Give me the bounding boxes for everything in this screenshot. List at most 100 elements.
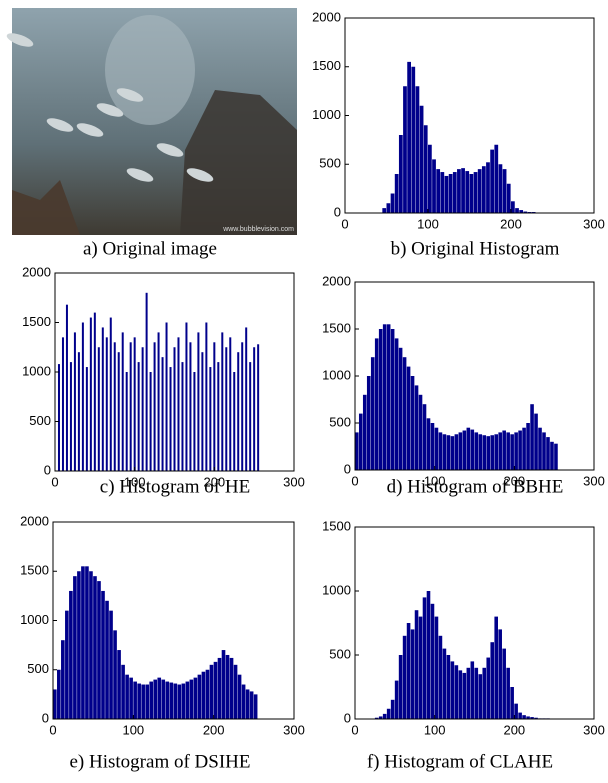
bar [486, 658, 490, 719]
bar [550, 442, 554, 470]
bar [233, 372, 235, 471]
bar [89, 571, 93, 719]
bar [379, 329, 383, 470]
bar [181, 362, 183, 471]
bar [94, 313, 96, 471]
bar [53, 689, 57, 719]
bar [455, 665, 459, 719]
bar [407, 62, 411, 213]
bar [530, 404, 534, 470]
bar [498, 432, 502, 470]
bar [246, 689, 250, 719]
bar [439, 636, 443, 719]
x-tick-label: 200 [203, 722, 225, 737]
bar [205, 323, 207, 472]
bar [546, 437, 550, 470]
x-tick-label: 300 [583, 216, 605, 231]
bar [439, 432, 443, 470]
bar [201, 352, 203, 471]
x-tick-label: 200 [503, 473, 525, 488]
bar [435, 428, 439, 470]
bar [57, 670, 61, 719]
bar [213, 342, 215, 471]
bar [478, 674, 482, 719]
bar [206, 670, 210, 719]
bar [419, 395, 423, 470]
bar [230, 658, 234, 719]
bar [157, 678, 161, 719]
bar [461, 168, 465, 213]
bar [395, 338, 399, 470]
bar [125, 675, 129, 719]
bar [70, 362, 72, 471]
bar [407, 367, 411, 470]
bar [375, 338, 379, 470]
bar [415, 610, 419, 719]
bar [490, 150, 494, 213]
bar [455, 434, 459, 470]
bar [61, 640, 65, 719]
bar [391, 194, 395, 214]
bar [382, 208, 386, 213]
bar [387, 324, 391, 470]
bar [399, 135, 403, 213]
bar [190, 680, 194, 719]
bar [507, 184, 511, 213]
bar [471, 430, 475, 470]
bar [249, 362, 251, 471]
bar [250, 691, 254, 719]
bar [126, 372, 128, 471]
bar [210, 665, 214, 719]
bar [490, 642, 494, 719]
bar [443, 434, 447, 470]
bar [506, 668, 510, 719]
bar [117, 650, 121, 719]
bar [97, 581, 101, 719]
bar [218, 658, 222, 719]
y-tick-label: 500 [27, 661, 49, 676]
bar [518, 431, 522, 470]
bar [490, 435, 494, 470]
bar [74, 332, 76, 471]
bar [416, 86, 420, 213]
y-tick-label: 500 [29, 413, 51, 428]
bar [478, 169, 482, 213]
bar [202, 672, 206, 719]
bar [467, 428, 471, 470]
bar [106, 337, 108, 471]
bar [411, 67, 415, 213]
bar [153, 680, 157, 719]
bar [518, 713, 522, 719]
bar [499, 164, 503, 213]
y-tick-label: 1500 [312, 58, 341, 73]
bar [77, 571, 81, 719]
caption: a) Original image [83, 238, 217, 259]
bar [105, 601, 109, 719]
y-tick-label: 500 [329, 646, 351, 661]
bar [221, 332, 223, 471]
caption: c) Histogram of HE [100, 476, 250, 497]
bar [482, 668, 486, 719]
bar [193, 372, 195, 471]
bar [367, 376, 371, 470]
bar [237, 352, 239, 471]
bar [78, 352, 80, 471]
y-tick-label: 500 [319, 156, 341, 171]
bar [169, 683, 173, 719]
bar [109, 611, 113, 719]
bar [90, 318, 92, 471]
bar [129, 678, 133, 719]
bar [399, 655, 403, 719]
bar [138, 362, 140, 471]
y-tick-label: 500 [329, 414, 351, 429]
x-tick-label: 300 [583, 722, 605, 737]
bar [198, 675, 202, 719]
bar [459, 432, 463, 470]
bar [423, 404, 427, 470]
bar [241, 342, 243, 471]
bar [66, 305, 68, 471]
y-tick-label: 1000 [20, 612, 49, 627]
y-tick-label: 0 [44, 462, 51, 477]
bar [467, 668, 471, 719]
bar [482, 435, 486, 470]
